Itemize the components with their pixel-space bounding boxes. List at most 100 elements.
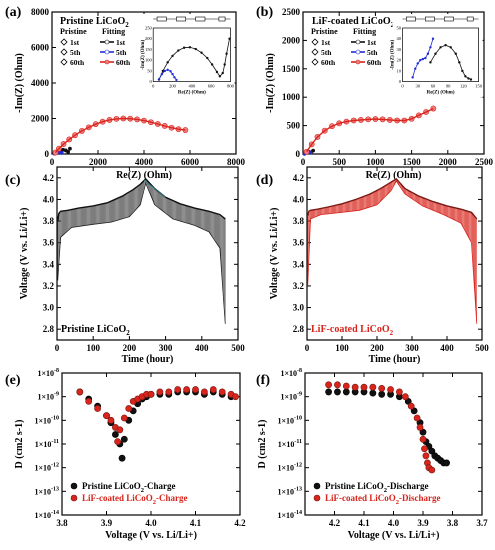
y-tick-label: 1×10-14 bbox=[277, 510, 302, 520]
inset-background bbox=[392, 14, 483, 98]
legend-marker bbox=[60, 48, 68, 56]
inset-y-tick-label: 30 bbox=[397, 47, 402, 52]
x-tick-label: 2000 bbox=[89, 157, 108, 167]
y-tick-mantissa: 1×10 bbox=[37, 369, 54, 378]
data-point bbox=[401, 393, 409, 401]
data-point bbox=[413, 414, 421, 422]
y-tick-exponent: -14 bbox=[51, 510, 59, 516]
legend-marker bbox=[70, 494, 78, 502]
y-tick-exponent: -11 bbox=[51, 439, 59, 445]
y-tick-label: 2.8 bbox=[43, 324, 55, 334]
x-tick-label: 4.2 bbox=[329, 518, 341, 528]
data-point bbox=[395, 388, 403, 396]
chart-title-sub: 2 bbox=[125, 21, 129, 29]
legend-marker bbox=[60, 58, 68, 66]
data-point bbox=[369, 389, 377, 397]
y-tick-label: 1×10-13 bbox=[277, 486, 302, 496]
data-point bbox=[218, 388, 226, 396]
panel-label-main: LiF-coated LiCoO bbox=[311, 324, 390, 335]
panel-letter: (f) bbox=[256, 373, 270, 388]
y-tick-label: 4.2 bbox=[43, 173, 55, 183]
inset-y-axis-label: -Im(Z) (Ohm) bbox=[141, 40, 146, 70]
y-tick-exponent: -13 bbox=[294, 486, 302, 492]
y-tick-exponent: -12 bbox=[294, 463, 302, 469]
inset-x-tick-label: 150 bbox=[475, 84, 483, 89]
chart-title-main: LiF-coated LiCoO bbox=[312, 16, 391, 27]
y-tick-label: 6000 bbox=[31, 43, 50, 53]
data-point bbox=[387, 386, 394, 393]
x-axis-label: Re(Z) (Ohm) bbox=[116, 170, 172, 181]
data-point bbox=[183, 386, 190, 393]
inset: 0 30 60 90 120 150 0 10 20 30 40 50 Re(Z) (Ohm) -Im(Z… bbox=[391, 14, 483, 98]
data-point bbox=[416, 424, 424, 431]
y-axis-label-text: Voltage (V vs. Li/Li+) bbox=[19, 208, 30, 300]
plot-frame bbox=[56, 166, 239, 341]
legend-label-sub: 2 bbox=[384, 487, 387, 494]
legend-label: 1st bbox=[321, 38, 331, 47]
y-tick-label: 4.0 bbox=[293, 194, 305, 204]
inset-y-tick-label: 50 bbox=[147, 68, 152, 73]
chart-title: Pristine LiCoO2 bbox=[60, 16, 129, 29]
y-tick-exponent: -8 bbox=[54, 368, 59, 374]
y-tick-exponent: -13 bbox=[51, 486, 59, 492]
voltage-envelope bbox=[307, 177, 478, 220]
y-tick-exponent: -10 bbox=[51, 415, 59, 421]
legend-label-tail: -Discharge bbox=[399, 493, 441, 503]
y-tick-exponent: -11 bbox=[294, 439, 302, 445]
inset-y-tick-label: 20 bbox=[397, 58, 402, 63]
data-point bbox=[156, 388, 164, 396]
y-tick-label: 4.2 bbox=[293, 173, 305, 183]
legend-header: Fitting bbox=[102, 27, 125, 36]
legend-header: Fitting bbox=[353, 27, 376, 36]
x-tick-label: 1000 bbox=[366, 157, 385, 167]
data-point bbox=[165, 388, 173, 396]
x-tick-label: 0 bbox=[305, 343, 310, 353]
data-point bbox=[334, 381, 341, 389]
inset-x-tick-label: 30 bbox=[416, 84, 421, 89]
legend-header: Pristine bbox=[311, 27, 338, 36]
y-tick-exponent: -9 bbox=[297, 392, 302, 398]
y-axis-label: -Im(Z) (Ohm) bbox=[265, 53, 276, 113]
legend-label: 5th bbox=[367, 48, 378, 57]
data-point bbox=[428, 466, 436, 474]
y-tick-mantissa: 1×10 bbox=[34, 416, 51, 425]
y-tick-label: 1×10-8 bbox=[280, 368, 302, 378]
y-tick-label: 3.8 bbox=[43, 216, 55, 226]
x-tick-label: 0 bbox=[301, 157, 306, 167]
x-tick-label: 100 bbox=[335, 343, 349, 353]
y-tick-label: 3.6 bbox=[293, 238, 305, 248]
legend-marker bbox=[104, 59, 110, 65]
data-point bbox=[422, 452, 430, 460]
legend-marker bbox=[60, 38, 68, 46]
legend-label: 60th bbox=[70, 58, 85, 67]
legend-label: LiF-coated LiCoO2-Discharge bbox=[325, 493, 441, 506]
y-tick-mantissa: 1×10 bbox=[34, 464, 51, 473]
circuit-resistor bbox=[176, 16, 186, 22]
panel-c: (c) 0 100 200 300 400 500 2.8 3.0 3.2 3.4 3.6 3.8 4.0… bbox=[5, 166, 245, 365]
legend-marker bbox=[313, 482, 321, 490]
y-tick-label: 500 bbox=[287, 121, 301, 131]
y-tick-label: 1×10-11 bbox=[278, 439, 302, 449]
x-tick-label: 200 bbox=[123, 343, 137, 353]
circuit-warburg bbox=[218, 16, 226, 22]
y-tick-label: 2000 bbox=[282, 35, 301, 45]
x-tick-label: 4.1 bbox=[190, 518, 202, 528]
y-tick-label: 1×10-10 bbox=[277, 415, 302, 425]
inset: 0 200 400 600 800 0 50 100 150 200 250 Re(Z) (Ohm) -… bbox=[141, 14, 235, 98]
inset-x-axis-label: Re(Z) (Ohm) bbox=[427, 91, 455, 96]
y-tick-label: 8000 bbox=[31, 7, 50, 17]
x-tick-label: 500 bbox=[332, 157, 346, 167]
legend-label-main: LiF-coated LiCoO bbox=[82, 493, 153, 503]
legend-marker bbox=[313, 494, 321, 502]
inset-x-tick-label: 800 bbox=[227, 84, 235, 89]
data-point bbox=[378, 390, 386, 398]
plot-frame bbox=[306, 166, 483, 341]
panel-label: Pristine LiCoO2 bbox=[61, 324, 130, 337]
y-tick-exponent: -12 bbox=[51, 463, 59, 469]
legend-marker bbox=[355, 39, 361, 45]
data-point bbox=[342, 388, 350, 396]
x-tick-label: 400 bbox=[195, 343, 209, 353]
legend-marker bbox=[355, 59, 361, 65]
y-axis-label-text: Voltage (V vs. Li/Li+) bbox=[269, 208, 280, 300]
plot-frame bbox=[302, 11, 485, 155]
